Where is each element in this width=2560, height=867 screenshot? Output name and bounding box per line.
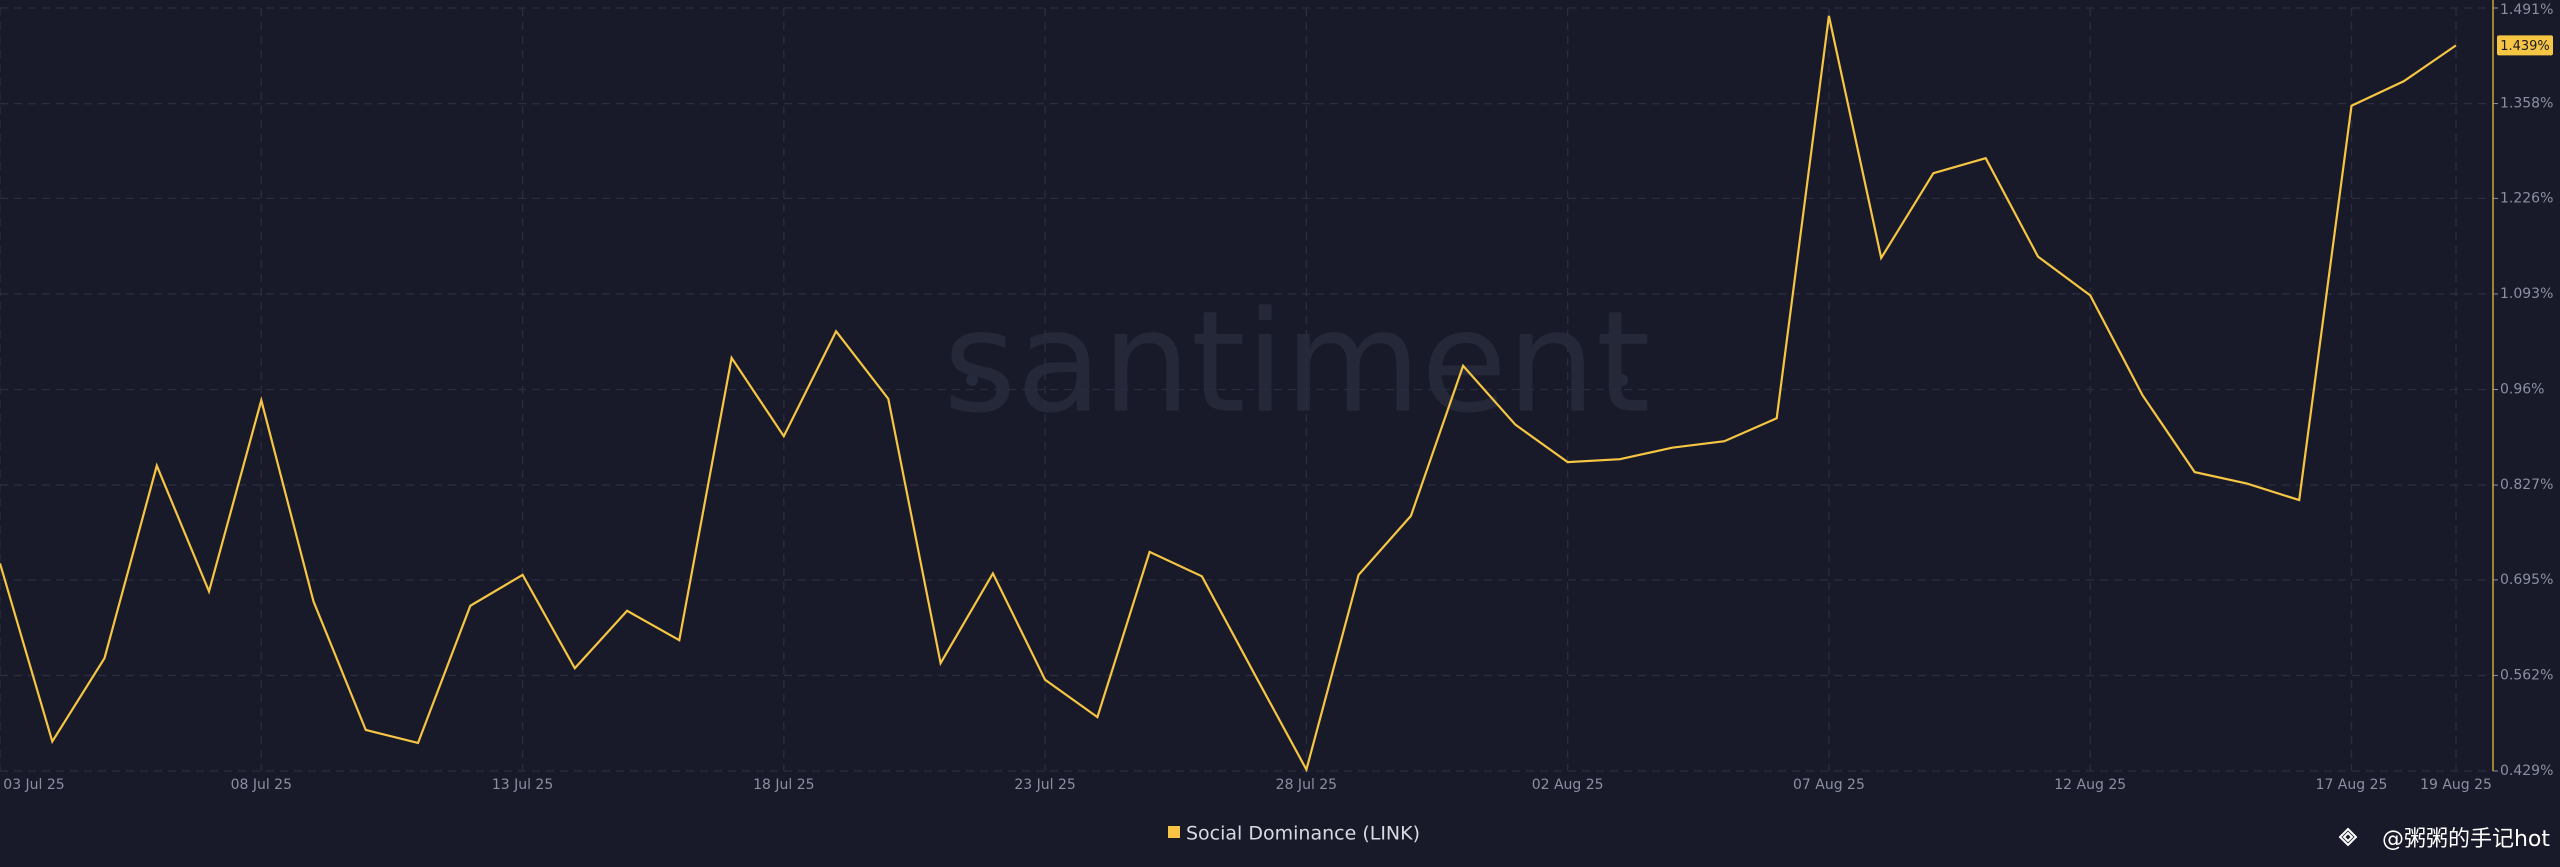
x-tick-label: 02 Aug 25 [1532,777,1604,793]
x-tick-label: 13 Jul 25 [492,777,553,793]
x-tick-label: 23 Jul 25 [1014,777,1075,793]
x-tick-label: 18 Jul 25 [753,777,814,793]
y-tick-label: 1.491% [2500,2,2553,18]
y-tick-label: 1.226% [2500,190,2553,206]
legend-swatch [1168,826,1180,838]
x-tick-label: 08 Jul 25 [231,777,292,793]
x-tick-label: 17 Aug 25 [2316,777,2388,793]
x-tick-label: 28 Jul 25 [1276,777,1337,793]
y-tick-label: 0.429% [2500,763,2553,779]
value-label: 1.439% [2500,39,2550,54]
y-tick-label: 0.827% [2500,477,2553,493]
y-tick-label: 1.093% [2500,286,2553,302]
x-tick-label: 19 Aug 25 [2420,777,2492,793]
value-label-box [2497,35,2553,56]
line-series [0,15,2457,773]
legend-label: Social Dominance (LINK) [1186,823,1420,845]
y-tick-label: 0.96% [2500,382,2544,398]
x-tick-label: 12 Aug 25 [2054,777,2126,793]
legend: Social Dominance (LINK) [1168,823,1420,845]
watermark-dot [1616,374,1628,386]
footer-logo [2338,827,2358,847]
y-tick-label: 0.695% [2500,572,2553,588]
watermark: santiment [943,282,1650,445]
watermark-dot [966,374,978,386]
y-tick-label: 0.562% [2500,667,2553,683]
y-tick-label: 1.358% [2500,96,2553,112]
x-tick-label: 03 Jul 25 [3,777,64,793]
x-tick-label: 07 Aug 25 [1793,777,1865,793]
footer-text: @粥粥的手记hot [2382,827,2550,852]
